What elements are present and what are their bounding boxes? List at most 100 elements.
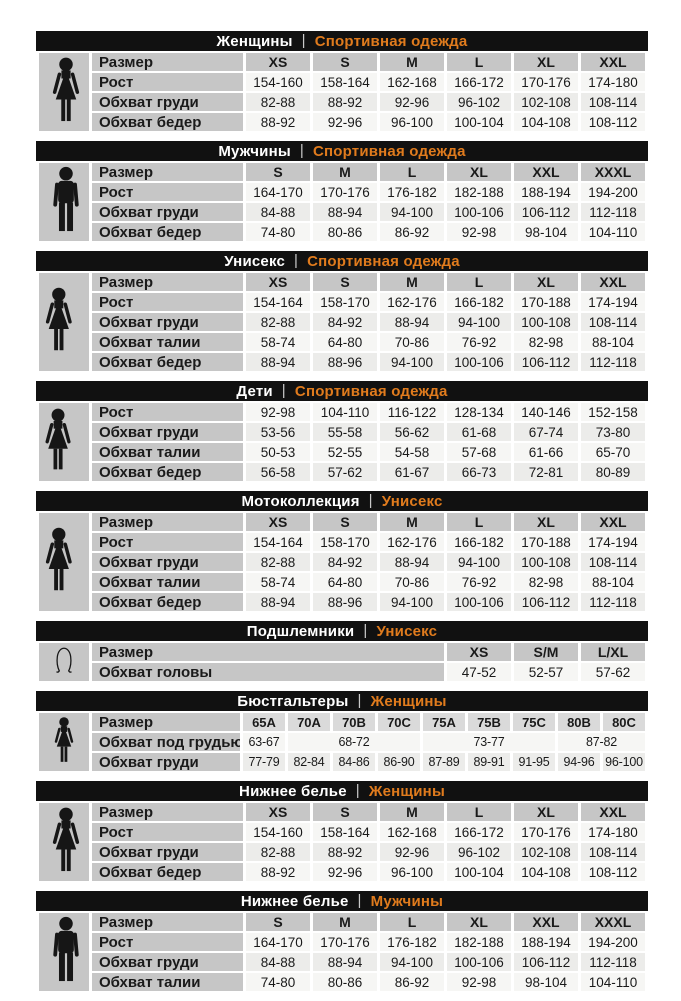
value-cell: 82-88 [246, 93, 310, 111]
section-subtitle: Унисекс [376, 622, 438, 640]
value-cell: 108-114 [581, 843, 645, 861]
title-separator: | [357, 891, 362, 909]
value-cell: 88-94 [380, 313, 444, 331]
table-row: Размер 65A 70A 70B 70C 75A 75B 75C 80B 80C [39, 713, 645, 771]
value-cell: 66-73 [447, 463, 511, 481]
section-header-bar: Нижнее белье | Женщины [36, 781, 648, 801]
row-label: Размер [92, 643, 444, 661]
value-cell: 80-89 [581, 463, 645, 481]
size-header-cell: 75C [513, 713, 555, 731]
row-label: Обхват груди [92, 203, 243, 221]
figure-icon-cell [39, 513, 89, 611]
row-label: Размер [92, 913, 243, 931]
size-header-cell: XL [514, 803, 578, 821]
value-cell: 94-100 [380, 953, 444, 971]
table-row: Размер XS S/M L/XL [39, 643, 645, 681]
size-table: Размер XS S M L XL XXL Рост 154-160 158-164 162-16… [36, 801, 648, 883]
value-cell: 92-96 [380, 843, 444, 861]
man-icon [39, 916, 89, 984]
value-cell: 100-104 [447, 863, 511, 881]
size-header-cell: XXL [581, 53, 645, 71]
value-cell: 154-160 [246, 73, 310, 91]
value-cell: 65-70 [581, 443, 645, 461]
size-header-cell: L [447, 273, 511, 291]
table-row: Размер XS S M L XL XXL [39, 273, 645, 371]
value-cell: 88-92 [246, 113, 310, 131]
value-cell: 174-180 [581, 823, 645, 841]
size-header-cell: XL [514, 53, 578, 71]
value-cell: 112-118 [581, 353, 645, 371]
table-row: Рост 164-170 170-176 176-182 182-188 188-194 1… [39, 933, 645, 951]
value-cell: 54-58 [380, 443, 444, 461]
size-header-cell: 80C [603, 713, 645, 731]
table-row: Обхват под грудью 63-67 68-72 73-77 87-82 [39, 733, 645, 751]
value-cell: 94-100 [380, 353, 444, 371]
value-cell: 92-98 [246, 403, 310, 421]
title-separator: | [363, 621, 368, 639]
value-cell: 94-100 [380, 593, 444, 611]
value-cell: 170-176 [514, 73, 578, 91]
value-cell: 158-170 [313, 293, 377, 311]
value-cell: 174-180 [581, 73, 645, 91]
section-title: Нижнее белье [239, 782, 347, 800]
table-row: Обхват талии 58-74 64-80 70-86 76-92 82-98 88-… [39, 573, 645, 591]
value-cell: 96-102 [447, 843, 511, 861]
size-header-cell: M [313, 913, 377, 931]
value-cell: 89-91 [468, 753, 510, 771]
value-cell: 158-164 [313, 823, 377, 841]
size-header-cell: 70B [333, 713, 375, 731]
value-cell: 73-77 [423, 733, 555, 751]
size-table-section: Женщины | Спортивная одежда Размер XS S M L XL XX… [36, 31, 648, 133]
size-header-cell: 70A [288, 713, 330, 731]
table-row: Обхват бедер 88-92 92-96 96-100 100-104 104-1… [39, 863, 645, 881]
table-row: Обхват бедер 74-80 80-86 86-92 92-98 98-104 10… [39, 223, 645, 241]
row-label: Обхват груди [92, 953, 243, 971]
row-label: Размер [92, 273, 243, 291]
value-cell: 92-96 [313, 863, 377, 881]
row-label: Обхват груди [92, 423, 243, 441]
table-row: Размер XS S M L XL XXL [39, 53, 645, 131]
size-table-section: Унисекс | Спортивная одежда Размер XS S M L XL XX… [36, 251, 648, 373]
value-cell: 100-108 [514, 553, 578, 571]
value-cell: 108-114 [581, 553, 645, 571]
table-row: Обхват бедер 88-92 92-96 96-100 100-104 104-1… [39, 113, 645, 131]
value-cell: 112-118 [581, 203, 645, 221]
figure-icon-cell [39, 643, 89, 681]
value-cell: 82-98 [514, 333, 578, 351]
value-cell: 104-110 [313, 403, 377, 421]
value-cell: 92-96 [313, 113, 377, 131]
value-cell: 176-182 [380, 183, 444, 201]
value-cell: 98-104 [514, 223, 578, 241]
size-header-cell: L [380, 163, 444, 181]
table-row: Обхват груди 82-88 84-92 88-94 94-100 100-108… [39, 313, 645, 331]
title-separator: | [299, 141, 304, 159]
value-cell: 80-86 [313, 973, 377, 991]
woman-icon [39, 806, 89, 874]
table-row: Обхват бедер 88-94 88-96 94-100 100-106 106-1… [39, 593, 645, 611]
size-header-cell: L/XL [581, 643, 645, 661]
table-row: Обхват талии 50-53 52-55 54-58 57-68 61-66 65-… [39, 443, 645, 461]
value-cell: 194-200 [581, 183, 645, 201]
value-cell: 88-104 [581, 573, 645, 591]
title-separator: | [294, 251, 299, 269]
value-cell: 53-56 [246, 423, 310, 441]
value-cell: 112-118 [581, 953, 645, 971]
size-header-cell: L [380, 913, 444, 931]
value-cell: 102-108 [514, 93, 578, 111]
size-header-cell: XL [514, 513, 578, 531]
size-header-cell: XS [447, 643, 511, 661]
size-table: Размер XS S M L XL XXL Рост 154-164 158-170 162-17… [36, 511, 648, 613]
value-cell: 77-79 [243, 753, 285, 771]
title-separator: | [357, 691, 362, 709]
value-cell: 92-96 [380, 93, 444, 111]
section-title: Дети [236, 382, 273, 400]
row-label: Обхват груди [92, 313, 243, 331]
table-row: Рост 154-164 158-170 162-176 166-182 170-188 1… [39, 293, 645, 311]
row-label: Обхват бедер [92, 353, 243, 371]
table-row: Обхват талии 58-74 64-80 70-86 76-92 82-98 88-… [39, 333, 645, 351]
value-cell: 96-100 [380, 113, 444, 131]
size-header-cell: S [313, 803, 377, 821]
value-cell: 88-92 [313, 843, 377, 861]
title-separator: | [355, 781, 360, 799]
row-label: Обхват бедер [92, 863, 243, 881]
